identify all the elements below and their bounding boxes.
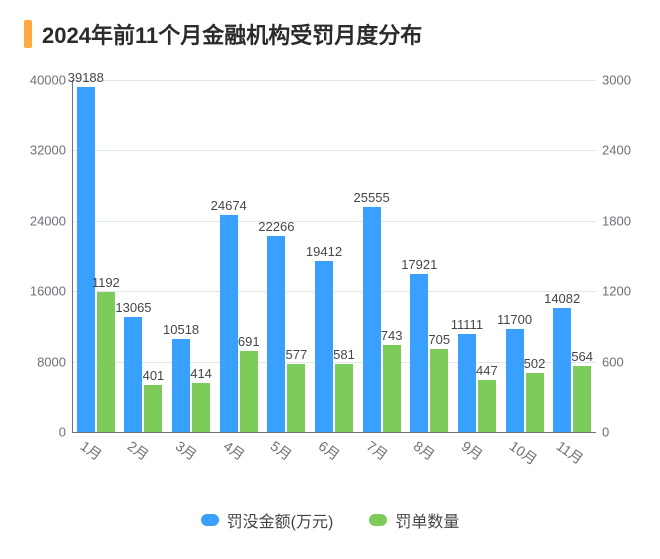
legend-label: 罚没金额(万元) [227, 508, 334, 532]
chart-title: 2024年前11个月金融机构受罚月度分布 [42, 18, 422, 50]
value-label-amount: 13065 [115, 300, 151, 315]
y-left-tick-label: 32000 [30, 143, 66, 158]
x-tick-label: 10月 [505, 436, 541, 469]
bar-amount [267, 236, 285, 432]
legend-swatch [369, 514, 387, 526]
bar-amount [172, 339, 190, 432]
y-left-tick-label: 24000 [30, 213, 66, 228]
bar-count [97, 292, 115, 432]
bar-count [335, 364, 353, 432]
value-label-count: 401 [143, 368, 165, 383]
bar-count [478, 380, 496, 432]
bar-count [144, 385, 162, 432]
y-right-tick-label: 1200 [602, 284, 631, 299]
chart-container: 2024年前11个月金融机构受罚月度分布 0080006001600012002… [0, 0, 660, 559]
bar-count [430, 349, 448, 432]
legend-item: 罚单数量 [369, 508, 459, 532]
x-tick-label: 4月 [219, 436, 248, 465]
legend: 罚没金额(万元) 罚单数量 [0, 508, 660, 532]
x-tick-label: 8月 [410, 436, 439, 465]
value-label-amount: 17921 [401, 257, 437, 272]
gridline [72, 432, 596, 433]
legend-item: 罚没金额(万元) [201, 508, 334, 532]
y-axis-line [72, 80, 73, 432]
y-right-tick-label: 600 [602, 354, 624, 369]
x-tick-label: 2月 [124, 436, 153, 465]
legend-label: 罚单数量 [395, 508, 459, 532]
y-right-tick-label: 3000 [602, 73, 631, 88]
value-label-amount: 11111 [451, 317, 483, 332]
bar-amount [553, 308, 571, 432]
bar-amount [506, 329, 524, 432]
value-label-amount: 24674 [211, 198, 247, 213]
bar-count [383, 345, 401, 432]
x-tick-label: 9月 [457, 436, 486, 465]
bar-count [526, 373, 544, 432]
bar-amount [458, 334, 476, 432]
value-label-count: 414 [190, 366, 212, 381]
value-label-count: 691 [238, 334, 260, 349]
legend-swatch [201, 514, 219, 526]
x-tick-label: 6月 [315, 436, 344, 465]
gridline [72, 150, 596, 151]
value-label-amount: 11700 [497, 312, 532, 327]
y-left-tick-label: 16000 [30, 284, 66, 299]
value-label-amount: 39188 [68, 70, 104, 85]
bar-amount [363, 207, 381, 432]
value-label-count: 743 [381, 328, 403, 343]
x-tick-label: 7月 [362, 436, 391, 465]
y-left-tick-label: 0 [59, 425, 66, 440]
y-right-tick-label: 2400 [602, 143, 631, 158]
value-label-amount: 25555 [354, 190, 390, 205]
value-label-count: 447 [476, 363, 498, 378]
x-tick-label: 3月 [172, 436, 201, 465]
bar-count [573, 366, 591, 432]
value-label-count: 1192 [92, 275, 120, 290]
chart-area: 0080006001600012002400018003200024004000… [72, 80, 596, 432]
bar-amount [220, 215, 238, 432]
y-left-tick-label: 8000 [37, 354, 66, 369]
y-left-tick-label: 40000 [30, 73, 66, 88]
bar-amount [315, 261, 333, 432]
plot-area: 0080006001600012002400018003200024004000… [72, 80, 596, 432]
value-label-amount: 10518 [163, 322, 199, 337]
bar-amount [410, 274, 428, 432]
title-accent-bar [24, 20, 32, 48]
title-row: 2024年前11个月金融机构受罚月度分布 [0, 0, 660, 50]
x-tick-label: 5月 [267, 436, 296, 465]
x-tick-label: 11月 [553, 436, 588, 469]
value-label-count: 581 [333, 347, 355, 362]
value-label-count: 577 [286, 347, 308, 362]
value-label-amount: 19412 [306, 244, 342, 259]
bar-count [240, 351, 258, 432]
bar-count [192, 383, 210, 432]
bar-amount [124, 317, 142, 432]
gridline [72, 221, 596, 222]
value-label-count: 564 [571, 349, 593, 364]
y-right-tick-label: 0 [602, 425, 609, 440]
value-label-count: 705 [428, 332, 450, 347]
gridline [72, 291, 596, 292]
value-label-amount: 22266 [258, 219, 294, 234]
bar-count [287, 364, 305, 432]
value-label-count: 502 [524, 356, 546, 371]
gridline [72, 80, 596, 81]
value-label-amount: 14082 [544, 291, 580, 306]
bar-amount [77, 87, 95, 432]
x-tick-label: 1月 [76, 436, 105, 465]
y-right-tick-label: 1800 [602, 213, 631, 228]
